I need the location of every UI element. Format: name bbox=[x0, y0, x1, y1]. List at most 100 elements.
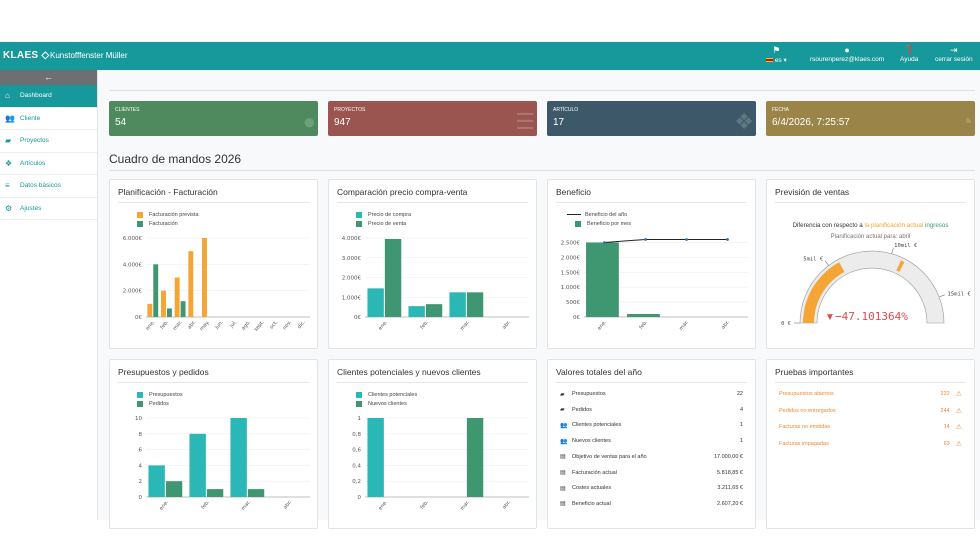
language-selector[interactable]: ⚑ es ▾ bbox=[766, 45, 787, 64]
cog-icon: ⚙ bbox=[5, 203, 13, 213]
help-button[interactable]: ❓ Ayuda bbox=[900, 45, 919, 63]
line-point[interactable] bbox=[644, 238, 647, 241]
y-tick-label: 2.000€ bbox=[342, 276, 362, 282]
chart-legend: Beneficio del año Beneficio por mes bbox=[567, 210, 631, 228]
gauge-plan-marker bbox=[896, 260, 905, 272]
logo-diamond-icon: ◇ bbox=[38, 50, 50, 61]
bar-feb.[interactable] bbox=[408, 306, 425, 317]
bar-mar.[interactable] bbox=[466, 292, 484, 317]
bar-ene.[interactable] bbox=[586, 242, 619, 317]
bar-ene.[interactable] bbox=[367, 288, 384, 317]
chart-legend: Precio de compra Precio de venta bbox=[356, 210, 411, 228]
sidebar-item-proyectos[interactable]: ▰ Proyectos bbox=[0, 130, 97, 153]
legend-item[interactable]: Beneficio del año bbox=[567, 210, 631, 219]
bar-ene.[interactable] bbox=[148, 465, 165, 497]
bar-feb.[interactable] bbox=[206, 489, 224, 497]
card-title: Presupuestos y pedidos bbox=[118, 367, 209, 377]
bar-mar.[interactable] bbox=[180, 301, 186, 317]
test-row-link[interactable]: Facturas no emitidas 14 ⚠ bbox=[779, 424, 962, 431]
bar-mar.[interactable] bbox=[247, 489, 265, 497]
bar-mar.[interactable] bbox=[230, 418, 247, 497]
legend-item[interactable]: Precio de compra bbox=[356, 210, 411, 219]
legend-item[interactable]: Facturación prevista bbox=[137, 210, 199, 219]
cubes-icon: ❖ bbox=[734, 109, 754, 134]
line-point[interactable] bbox=[726, 238, 729, 241]
main-content: CLIENTES 54 ● PROYECTOS 947 ☰ ARTÍCULO 17 ❖ FE… bbox=[98, 70, 980, 529]
sidebar-item-ajustes[interactable]: ⚙ Ajustes bbox=[0, 198, 97, 220]
bar-abr.[interactable] bbox=[188, 251, 194, 317]
home-icon: ⌂ bbox=[5, 91, 10, 101]
x-tick-label: sept. bbox=[253, 319, 266, 333]
y-tick-label: 0 bbox=[139, 495, 143, 501]
user-icon: ● bbox=[302, 109, 316, 134]
bar-feb.[interactable] bbox=[166, 308, 172, 317]
x-tick-label: jun. bbox=[213, 319, 224, 331]
divider bbox=[109, 90, 975, 91]
legend-item[interactable]: Nuevos clientes bbox=[356, 399, 417, 408]
chart-card-clientes: Clientes potenciales y nuevos clientes Cl… bbox=[328, 359, 537, 529]
user-icon: ● bbox=[844, 45, 850, 55]
bar-ene.[interactable] bbox=[384, 238, 402, 317]
bar-mar.[interactable] bbox=[466, 418, 484, 497]
bar-ene.[interactable] bbox=[153, 264, 159, 317]
sign-out-icon: ⇥ bbox=[950, 45, 958, 55]
y-tick-label: 3.000€ bbox=[342, 256, 362, 262]
clock-icon: ◔ bbox=[959, 109, 973, 134]
bar-ene.[interactable] bbox=[165, 481, 183, 497]
bar-feb.[interactable] bbox=[161, 290, 166, 317]
y-tick-label: 0€ bbox=[573, 315, 580, 321]
x-tick-label: feb. bbox=[200, 499, 211, 511]
logout-button[interactable]: ⇥ cerrar sesión bbox=[935, 45, 973, 63]
users-icon: 👥 bbox=[5, 113, 15, 123]
chart-card-beneficio: Beneficio Beneficio del año Beneficio por … bbox=[547, 179, 756, 349]
x-tick-label: ene. bbox=[377, 319, 389, 332]
legend-swatch bbox=[356, 400, 362, 407]
legend-swatch bbox=[137, 400, 143, 407]
stat-card-proyectos[interactable]: PROYECTOS 947 ☰ bbox=[328, 101, 537, 136]
bar-may.[interactable] bbox=[202, 238, 207, 317]
bar-chart: 0 0,2 0,4 0,6 0,8 1 ene. feb. mar. abr. bbox=[352, 416, 529, 512]
bar-ene.[interactable] bbox=[367, 418, 384, 497]
legend-item[interactable]: Beneficio por mes bbox=[575, 219, 631, 228]
bar-mar.[interactable] bbox=[174, 277, 180, 318]
klaes-logo[interactable]: KLAES ◇ bbox=[3, 50, 50, 61]
y-tick-label: 6.000€ bbox=[123, 236, 143, 242]
test-row-link[interactable]: Facturas impagadas 63 ⚠ bbox=[779, 440, 962, 448]
sidebar-item-dashboard[interactable]: ⌂ Dashboard bbox=[0, 85, 97, 108]
user-menu[interactable]: ● rsourenperez@klaes.com bbox=[810, 45, 885, 63]
line-point[interactable] bbox=[685, 238, 688, 241]
legend-item[interactable]: Pedidos bbox=[137, 399, 183, 408]
totals-row: ▤ Facturación actual 5.818,85 € bbox=[560, 469, 743, 477]
warning-icon: ⚠ bbox=[955, 424, 962, 431]
test-row-link[interactable]: Presupuestos abiertos 222 ⚠ bbox=[779, 391, 962, 398]
x-tick-label: mar. bbox=[678, 319, 690, 332]
sidebar-item-datos-basicos[interactable]: ≡ Datos básicos bbox=[0, 175, 97, 198]
stat-card-articulo[interactable]: ARTÍCULO 17 ❖ bbox=[547, 101, 756, 136]
bar-feb.[interactable] bbox=[189, 433, 206, 497]
bar-mar.[interactable] bbox=[449, 292, 466, 317]
card-title: Valores totales del año bbox=[556, 367, 642, 377]
line-point[interactable] bbox=[603, 241, 606, 244]
legend-item[interactable]: Presupuestos bbox=[137, 390, 183, 399]
totals-row: ▤ Objetivo de ventas para el año 17.000,00… bbox=[560, 453, 743, 461]
folder-icon: ▰ bbox=[560, 407, 565, 414]
sidebar-item-articulos[interactable]: ❖ Artículos bbox=[0, 153, 97, 175]
gauge-tick-label: 0 € bbox=[781, 321, 791, 327]
bar-feb.[interactable] bbox=[425, 304, 443, 317]
bar-feb.[interactable] bbox=[627, 314, 660, 317]
gauge-tick-label: 15mil € bbox=[948, 292, 971, 298]
stat-card-clientes[interactable]: CLIENTES 54 ● bbox=[109, 101, 318, 136]
legend-swatch bbox=[356, 211, 362, 218]
card-title: Beneficio bbox=[556, 187, 591, 197]
totals-row: ▤ Costes actuales 3.211,65 € bbox=[560, 485, 743, 492]
test-row-link[interactable]: Pedidos no entregados 244 ⚠ bbox=[779, 407, 962, 415]
bar-ene.[interactable] bbox=[147, 303, 153, 317]
legend-item[interactable]: Clientes potenciales bbox=[356, 390, 417, 399]
sidebar-item-cliente[interactable]: 👥 Cliente bbox=[0, 108, 97, 130]
legend-item[interactable]: Precio de venta bbox=[356, 219, 411, 228]
y-tick-label: 2.000€ bbox=[561, 255, 581, 261]
legend-item[interactable]: Facturación bbox=[137, 219, 199, 228]
collapse-sidebar-button[interactable]: ← bbox=[0, 70, 97, 85]
y-tick-label: 1.000€ bbox=[342, 295, 362, 301]
x-tick-label: dic. bbox=[296, 319, 307, 330]
